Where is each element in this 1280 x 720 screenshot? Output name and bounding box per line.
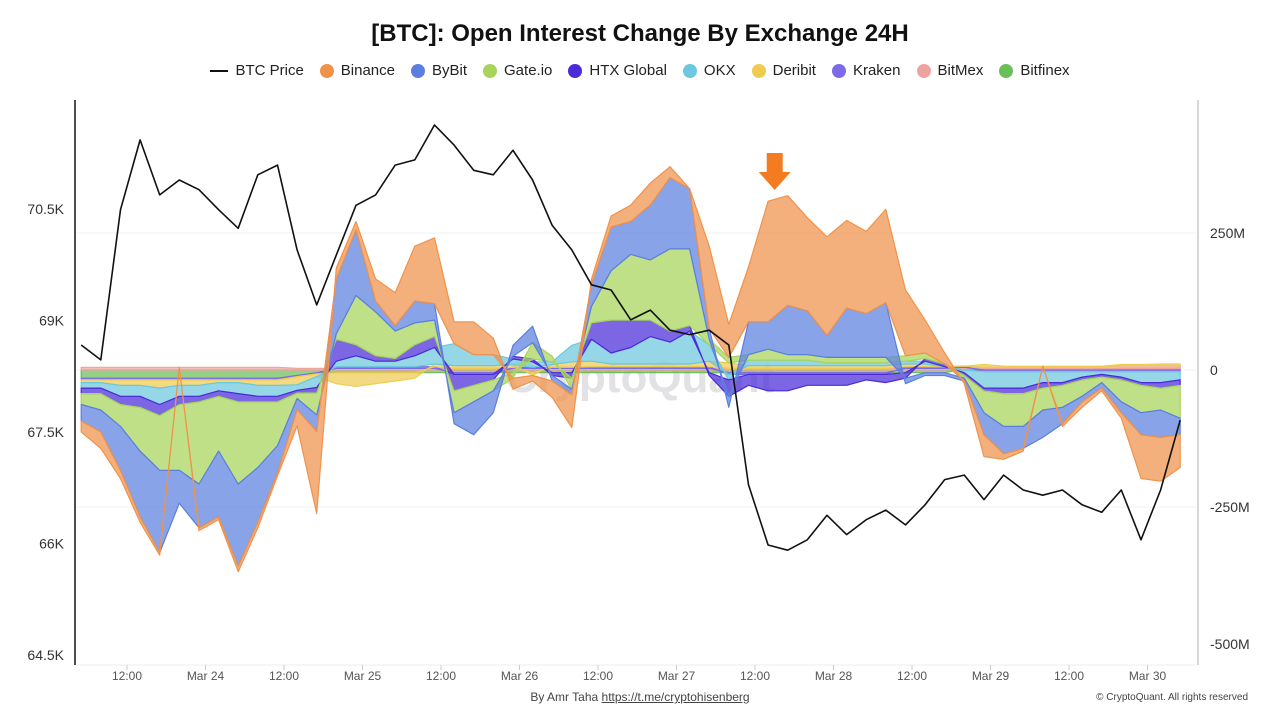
x-tick-label: Mar 25 [344,669,382,683]
legend-label: OKX [703,62,736,79]
area-binance [80,166,1181,573]
legend-dot-icon [682,63,697,78]
legend-item-bitfinex[interactable]: Bitfinex [999,62,1070,79]
legend-item-kraken[interactable]: Kraken [831,62,901,79]
legend-item-bitmex[interactable]: BitMex [916,62,984,79]
legend-dot-icon [916,63,931,78]
legend-item-htx-global[interactable]: HTX Global [568,62,667,79]
x-tick-label: Mar 30 [1129,669,1167,683]
area-layers [80,166,1181,573]
author-link[interactable]: https://t.me/cryptohisenberg [601,690,750,704]
y-left-tick-label: 70.5K [27,201,64,217]
x-tick-label: 12:00 [426,669,456,683]
legend-label: Kraken [852,62,901,79]
y-right-tick-label: 250M [1210,225,1245,241]
y-left-tick-label: 67.5K [27,424,64,440]
legend-label: Bitfinex [1020,62,1070,79]
chart-title: [BTC]: Open Interest Change By Exchange … [371,20,909,47]
legend-dot-icon [831,63,846,78]
legend-item-deribit[interactable]: Deribit [751,62,816,79]
legend-item-gate-io[interactable]: Gate.io [483,62,552,79]
y-left-tick-label: 64.5K [27,647,64,663]
x-tick-label: Mar 29 [972,669,1010,683]
legend-dot-icon [411,63,425,78]
y-left-tick-label: 69K [39,313,65,329]
x-tick-label: 12:00 [740,669,770,683]
legend-label: HTX Global [589,62,667,79]
legend-dot-icon [319,63,334,78]
legend-label: Gate.io [504,62,553,79]
legend-item-bybit[interactable]: ByBit [411,62,467,79]
legend-label: ByBit [432,62,468,79]
x-tick-label: 12:00 [583,669,613,683]
legend-dot-icon [751,63,766,78]
legend-label: BTC Price [235,62,304,79]
legend-dot-icon [568,63,583,78]
y-right-tick-label: 0 [1210,362,1218,378]
y-right-tick-label: -250M [1210,499,1250,515]
line-icon [210,69,229,72]
x-tick-label: 12:00 [1054,669,1084,683]
footer: By Amr Taha https://t.me/cryptohisenberg [0,690,1280,704]
legend-label: BitMex [937,62,984,79]
x-tick-label: 12:00 [897,669,927,683]
author-credit: By Amr Taha [530,690,599,704]
legend-label: Deribit [772,62,816,79]
y-right-tick-label: -500M [1210,636,1250,652]
legend-label: Binance [340,62,395,79]
legend-item-btc-price[interactable]: BTC Price [210,62,304,79]
x-tick-label: Mar 24 [187,669,225,683]
x-tick-label: Mar 26 [501,669,539,683]
legend-dot-icon [999,63,1014,78]
x-tick-label: 12:00 [269,669,299,683]
copyright: © CryptoQuant. All rights reserved [1096,692,1248,703]
legend-item-binance[interactable]: Binance [319,62,395,79]
legend-dot-icon [483,63,498,78]
y-left-tick-label: 66K [39,536,65,552]
legend-item-okx[interactable]: OKX [682,62,736,79]
legend: BTC Price Binance ByBit Gate.io HTX Global O… [0,62,1280,79]
area-bybit [80,177,1181,567]
x-tick-label: Mar 27 [658,669,696,683]
x-tick-label: 12:00 [112,669,142,683]
orange-arrow-down-icon [758,153,791,190]
btc-price-line [80,124,1181,551]
x-tick-label: Mar 28 [815,669,853,683]
